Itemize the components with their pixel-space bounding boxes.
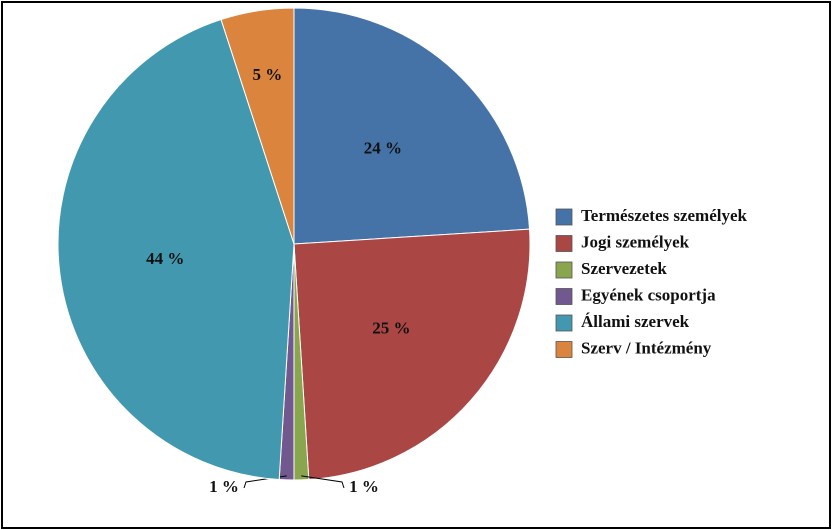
legend-swatch xyxy=(555,341,573,358)
legend-label: Szervezetek xyxy=(581,259,667,278)
data-label: 44 % xyxy=(146,249,184,268)
legend-label: Természetes személyek xyxy=(581,206,748,225)
legend-label: Jogi személyek xyxy=(581,232,690,251)
pie-slice xyxy=(293,228,531,481)
legend-label: Állami szervek xyxy=(581,312,690,331)
data-label: 1 % xyxy=(209,477,239,496)
leader-line xyxy=(301,475,345,489)
data-label: 25 % xyxy=(372,319,410,338)
legend-label: Szerv / Intézmény xyxy=(581,338,712,357)
legend-swatch xyxy=(555,261,573,279)
pie-slice xyxy=(293,7,531,245)
legend-swatch xyxy=(555,314,573,332)
legend-swatch xyxy=(555,288,573,305)
legend-swatch xyxy=(555,208,573,226)
pie-slice xyxy=(57,18,295,481)
legend-label: Egyének csoportja xyxy=(581,285,716,304)
data-label: 24 % xyxy=(364,138,402,157)
legend-swatch xyxy=(555,235,573,252)
data-label: 1 % xyxy=(349,477,379,496)
data-label: 5 % xyxy=(253,65,283,84)
pie-slice xyxy=(220,7,295,245)
